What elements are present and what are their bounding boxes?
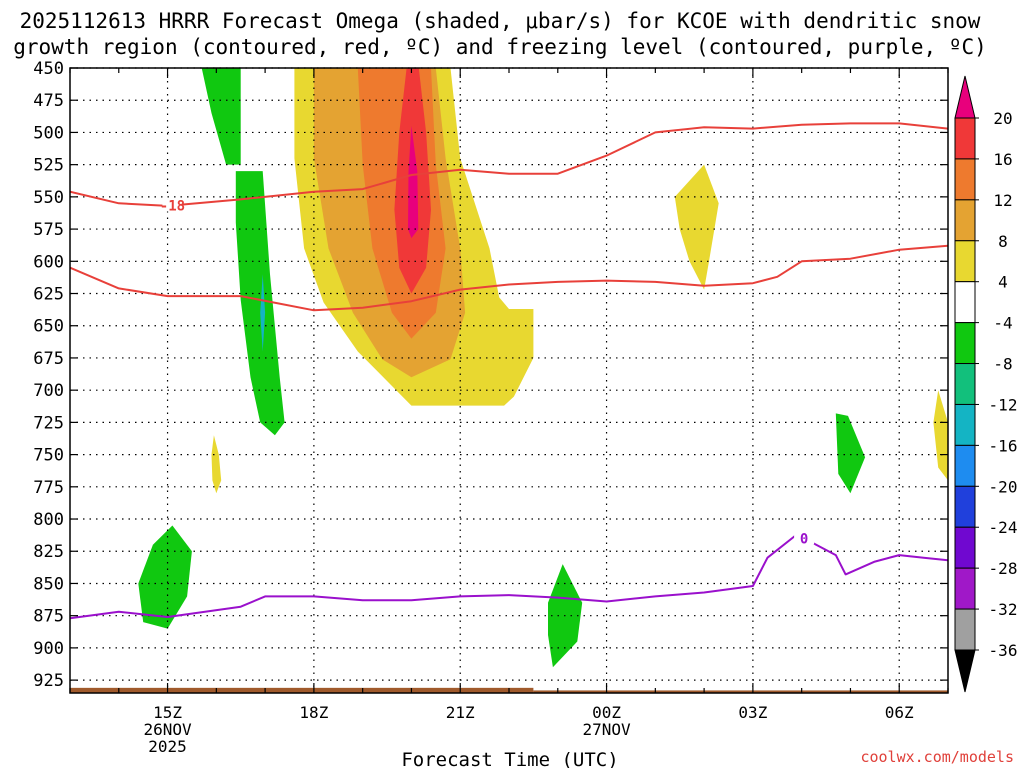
grid-layer: [70, 67, 948, 693]
y-tick-label-900: 900: [33, 639, 64, 659]
colorbar-label-12: 12: [993, 191, 1012, 210]
freezing-level-contour-label: 0: [800, 531, 808, 547]
omega-negative-4-bottom-left: [138, 525, 192, 629]
x-tick-label-15Z-sub1: 26NOV: [143, 720, 192, 739]
y-tick-label-775: 775: [33, 478, 64, 498]
y-tick-label-675: 675: [33, 349, 64, 369]
title-line-2: growth region (contoured, red, ºC) and f…: [13, 35, 987, 59]
y-tick-label-925: 925: [33, 671, 64, 691]
y-tick-label-825: 825: [33, 542, 64, 562]
omega-positive-4-small: [211, 435, 222, 494]
title-line-1: 2025112613 HRRR Forecast Omega (shaded, …: [19, 9, 981, 33]
colorbar-bin-12-16: [954, 158, 976, 201]
dgz-upper-contour-label: -18: [160, 198, 185, 214]
x-tick-label-00Z: 00Z: [592, 703, 621, 722]
colorbar-label--8: -8: [993, 355, 1012, 374]
y-tick-label-750: 750: [33, 446, 64, 466]
colorbar-bin--12--8: [954, 363, 976, 405]
colorbar-bin--8--4: [954, 322, 976, 365]
y-tick-label-525: 525: [33, 156, 64, 176]
y-tick-label-700: 700: [33, 381, 64, 401]
omega-negative-4-mid: [235, 171, 285, 436]
colorbar: 20 16 12 8 4 -4 -8 -12 -16 -20 -24 -28 -32 -36: [954, 75, 1018, 693]
colorbar-label-8: 8: [998, 232, 1008, 251]
colorbar-label-20: 20: [993, 109, 1012, 128]
omega-positive-20-core: [408, 126, 419, 239]
colorbar-label--4: -4: [993, 314, 1012, 333]
colorbar-bin--16--12: [954, 403, 976, 446]
axes-layer: 450 475 500 525 550 575 600 625 650 675 700 725 750 7…: [33, 59, 949, 756]
colorbar-label--36: -36: [989, 641, 1018, 660]
x-tick-label-15Z-sub2: 2025: [148, 737, 187, 756]
credit-text: coolwx.com/models: [860, 748, 1014, 766]
contour-layer: -18 0: [70, 122, 948, 620]
colorbar-arrow-top: [954, 75, 976, 119]
colorbar-bin-16-20: [954, 117, 976, 160]
y-tick-label-600: 600: [33, 252, 64, 272]
omega-positive-4-right: [674, 164, 719, 290]
colorbar-label--32: -32: [989, 600, 1018, 619]
colorbar-bin--36--32: [954, 608, 976, 651]
y-tick-label-650: 650: [33, 317, 64, 337]
y-tick-label-475: 475: [33, 91, 64, 111]
colorbar-label--16: -16: [989, 436, 1018, 455]
ground-bar-segment-0: [70, 687, 534, 693]
colorbar-bin--20--16: [954, 444, 976, 487]
y-tick-label-450: 450: [33, 59, 64, 79]
y-tick-label-550: 550: [33, 188, 64, 208]
y-tick-label-500: 500: [33, 123, 64, 143]
y-tick-label-625: 625: [33, 285, 64, 305]
freezing-level-contour: [70, 533, 948, 620]
dgz-lower-contour: [70, 244, 948, 312]
x-tick-label-21Z: 21Z: [446, 703, 475, 722]
colorbar-label--28: -28: [989, 559, 1018, 578]
omega-shaded-regions: [70, 68, 948, 693]
y-tick-label-725: 725: [33, 413, 64, 433]
omega-negative-4-top: [194, 68, 241, 165]
x-tick-label-06Z: 06Z: [885, 703, 914, 722]
x-tick-label-00Z-sub1: 27NOV: [582, 720, 631, 739]
colorbar-bin--32--28: [954, 567, 976, 610]
colorbar-arrow-bottom: [954, 649, 976, 693]
colorbar-label-4: 4: [998, 273, 1008, 292]
dgz-upper-contour: [70, 122, 948, 207]
omega-positive-4-far-right: [933, 390, 948, 481]
chart-title: 2025112613 HRRR Forecast Omega (shaded, …: [0, 8, 1000, 60]
colorbar-bin-4-8: [954, 240, 976, 283]
x-tick-label-15Z: 15Z: [153, 703, 182, 722]
ground-bar-segment-1: [533, 690, 948, 693]
colorbar-bin--28--24: [954, 526, 976, 569]
y-tick-label-575: 575: [33, 220, 64, 240]
colorbar-label--24: -24: [989, 518, 1018, 537]
colorbar-bin-8-12: [954, 199, 976, 242]
colorbar-label--20: -20: [989, 477, 1018, 496]
dgz-upper-contour-label-bg: [162, 197, 183, 212]
colorbar-bin--24--20: [954, 485, 976, 528]
colorbar-label--12: -12: [989, 395, 1018, 414]
omega-negative-8-mid: [260, 274, 266, 352]
colorbar-bin--4-4: [954, 281, 976, 324]
y-tick-label-850: 850: [33, 574, 64, 594]
x-tick-label-18Z: 18Z: [299, 703, 328, 722]
colorbar-label-16: 16: [993, 150, 1012, 169]
freezing-level-contour-label-bg: [794, 530, 815, 545]
x-tick-label-03Z: 03Z: [738, 703, 767, 722]
omega-shading-layer: [70, 68, 948, 693]
x-axis-label: Forecast Time (UTC): [401, 749, 618, 768]
omega-negative-4-right: [835, 413, 866, 494]
y-tick-label-800: 800: [33, 510, 64, 530]
y-tick-label-875: 875: [33, 607, 64, 627]
